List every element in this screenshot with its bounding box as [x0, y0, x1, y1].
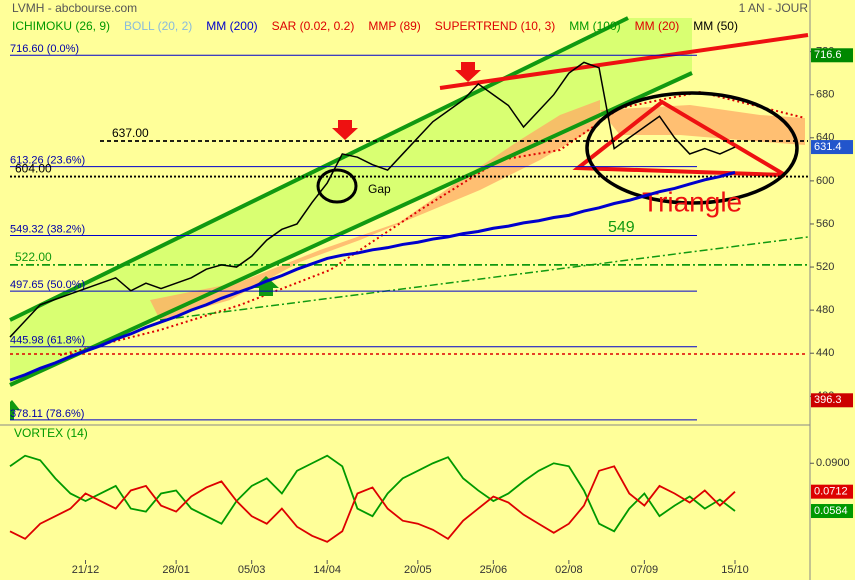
x-tick-label: 15/10 [721, 564, 749, 576]
triangle [572, 99, 787, 177]
trend-line [159, 236, 809, 321]
x-tick-label: 07/09 [631, 564, 659, 576]
series-line [9, 170, 736, 382]
cloud [150, 100, 600, 320]
fibo-label: 613.26 (23.6%) [10, 155, 85, 167]
value-badge [811, 393, 853, 408]
legend-entry: MM (200) [206, 19, 257, 33]
series-line [9, 61, 736, 338]
fibo-label: 549.32 (38.2%) [10, 223, 85, 235]
x-tick-label: 21/12 [72, 564, 100, 576]
y-tick-label: 440 [816, 347, 834, 359]
x-tick-label: 25/06 [480, 564, 508, 576]
value-badge [811, 504, 853, 519]
series-line [9, 465, 736, 543]
value-badge [811, 48, 853, 63]
y-tick-label: 560 [816, 218, 834, 230]
arrow-down [455, 62, 481, 82]
y-tick-label: 600 [816, 175, 834, 187]
fibo-label: 445.98 (61.8%) [10, 335, 85, 347]
y-tick-label: 0.0900 [816, 457, 850, 469]
y-tick-label: 480 [816, 304, 834, 316]
gap-ellipse [316, 168, 358, 204]
level-label: 637.00 [112, 126, 149, 140]
value-badge-label: 0.0712 [814, 486, 848, 498]
legend-entry: SUPERTREND (10, 3) [435, 19, 555, 33]
resistance [439, 33, 809, 90]
legend-entry: MM (50) [693, 19, 738, 33]
vortex-title: VORTEX (14) [14, 426, 88, 440]
legend-entry: ICHIMOKU (26, 9) [12, 19, 110, 33]
fibo-label: 378.11 (78.6%) [10, 408, 84, 420]
channel-bottom [9, 71, 693, 387]
annotation: 549 [608, 219, 635, 236]
series-line [9, 454, 736, 533]
fibo-label: 497.65 (50.0%) [10, 279, 85, 291]
channel-top [9, 16, 629, 322]
ellipse [585, 91, 799, 205]
fibo-label: 716.60 (0.0%) [10, 43, 79, 55]
value-badge-label: 396.3 [814, 394, 842, 406]
legend-entry: MMP (89) [368, 19, 420, 33]
y-tick-label: 680 [816, 89, 834, 101]
arrow-down [332, 120, 358, 140]
supertrend [59, 90, 806, 356]
level-label: 604.00 [15, 162, 52, 176]
legend-entry: BOLL (20, 2) [124, 19, 192, 33]
x-tick-label: 28/01 [162, 564, 190, 576]
value-badge-label: 716.6 [814, 49, 842, 61]
value-badge [811, 484, 853, 499]
legend-entry: MM (20) [635, 19, 680, 33]
value-badge [811, 140, 853, 155]
legend-entry: SAR (0.02, 0.2) [272, 19, 355, 33]
x-tick-label: 05/03 [238, 564, 266, 576]
legend-entry: MM (100) [569, 19, 620, 33]
x-tick-label: 20/05 [404, 564, 432, 576]
channel-fill [10, 18, 692, 385]
value-badge-label: 631.4 [814, 141, 842, 153]
y-tick-label: 520 [816, 261, 834, 273]
header-period: 1 AN - JOUR [739, 1, 809, 15]
value-badge-label: 0.0584 [814, 505, 848, 517]
arrow-up [10, 400, 20, 420]
x-tick-label: 14/04 [313, 564, 341, 576]
header-title: LVMH - abcbourse.com [12, 1, 137, 15]
annotation: Gap [368, 182, 391, 196]
level-label: 522.00 [15, 250, 52, 264]
x-tick-label: 02/08 [555, 564, 583, 576]
